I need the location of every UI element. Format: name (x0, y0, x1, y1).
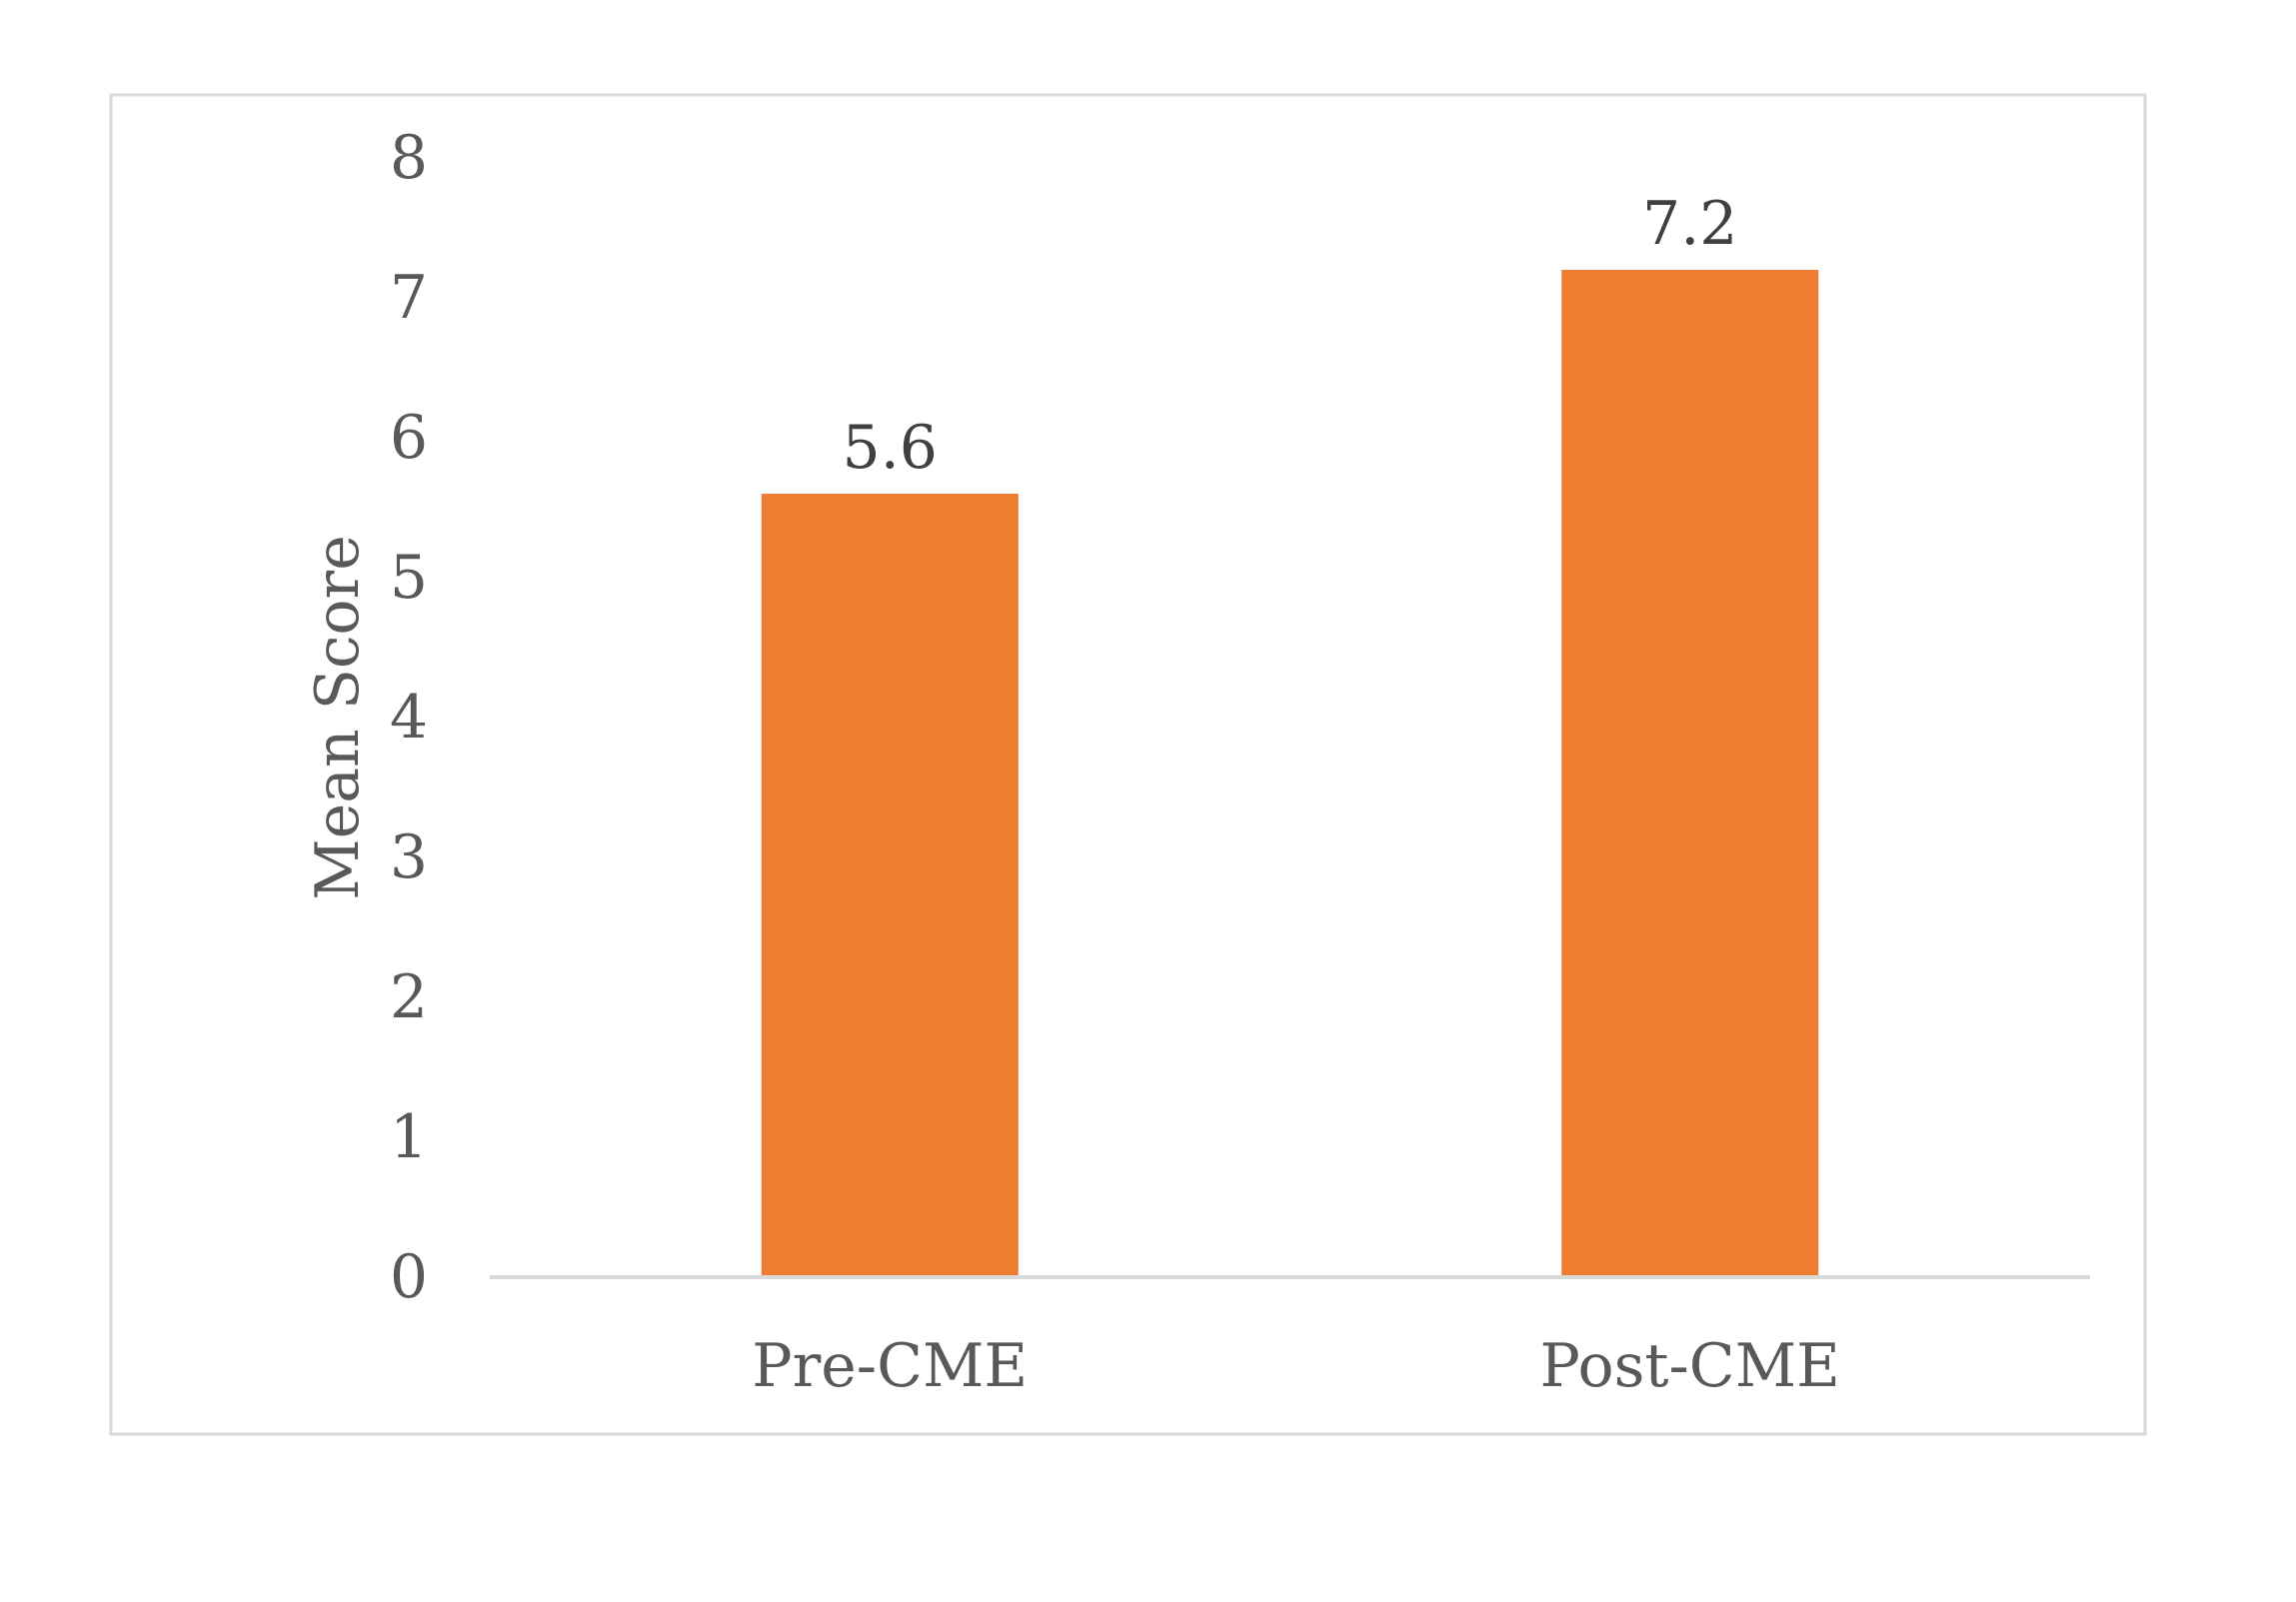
x-tick-label: Pre-CME (752, 1331, 1028, 1401)
y-tick-label: 2 (390, 962, 428, 1032)
data-label: 5.6 (843, 413, 938, 483)
y-tick-label: 3 (390, 822, 428, 892)
y-tick-label: 4 (390, 683, 428, 753)
y-tick-label: 5 (390, 543, 428, 613)
y-tick-label: 8 (390, 123, 428, 193)
y-tick-label: 0 (390, 1242, 428, 1312)
data-label: 7.2 (1642, 189, 1737, 259)
bar (1561, 270, 1819, 1277)
x-axis-ticks: Pre-CME Post-CME (752, 1331, 1840, 1401)
y-tick-label: 6 (390, 403, 428, 473)
y-axis-ticks: 0 1 2 3 4 5 6 7 8 (390, 123, 428, 1312)
bar (761, 494, 1019, 1277)
data-labels: 5.6 7.2 (843, 189, 1738, 483)
y-tick-label: 7 (390, 263, 428, 333)
y-axis-label: Mean Score (303, 535, 373, 899)
bars (761, 270, 1819, 1277)
y-tick-label: 1 (390, 1102, 428, 1172)
x-tick-label: Post-CME (1540, 1331, 1840, 1401)
